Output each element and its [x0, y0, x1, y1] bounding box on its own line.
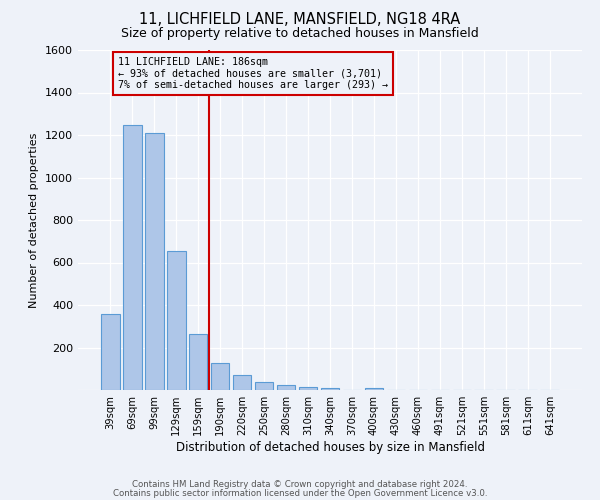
Bar — [320, 388, 340, 390]
X-axis label: Distribution of detached houses by size in Mansfield: Distribution of detached houses by size … — [176, 441, 485, 454]
Bar — [255, 382, 274, 390]
Bar — [365, 388, 383, 390]
Bar — [123, 126, 142, 390]
Bar — [299, 387, 317, 390]
Bar — [189, 334, 208, 390]
Text: Size of property relative to detached houses in Mansfield: Size of property relative to detached ho… — [121, 28, 479, 40]
Bar — [101, 314, 119, 390]
Bar — [211, 364, 229, 390]
Bar — [145, 133, 164, 390]
Bar — [277, 386, 295, 390]
Bar — [167, 251, 185, 390]
Y-axis label: Number of detached properties: Number of detached properties — [29, 132, 40, 308]
Text: Contains public sector information licensed under the Open Government Licence v3: Contains public sector information licen… — [113, 489, 487, 498]
Text: 11, LICHFIELD LANE, MANSFIELD, NG18 4RA: 11, LICHFIELD LANE, MANSFIELD, NG18 4RA — [139, 12, 461, 28]
Text: 11 LICHFIELD LANE: 186sqm
← 93% of detached houses are smaller (3,701)
7% of sem: 11 LICHFIELD LANE: 186sqm ← 93% of detac… — [118, 57, 388, 90]
Text: Contains HM Land Registry data © Crown copyright and database right 2024.: Contains HM Land Registry data © Crown c… — [132, 480, 468, 489]
Bar — [233, 375, 251, 390]
